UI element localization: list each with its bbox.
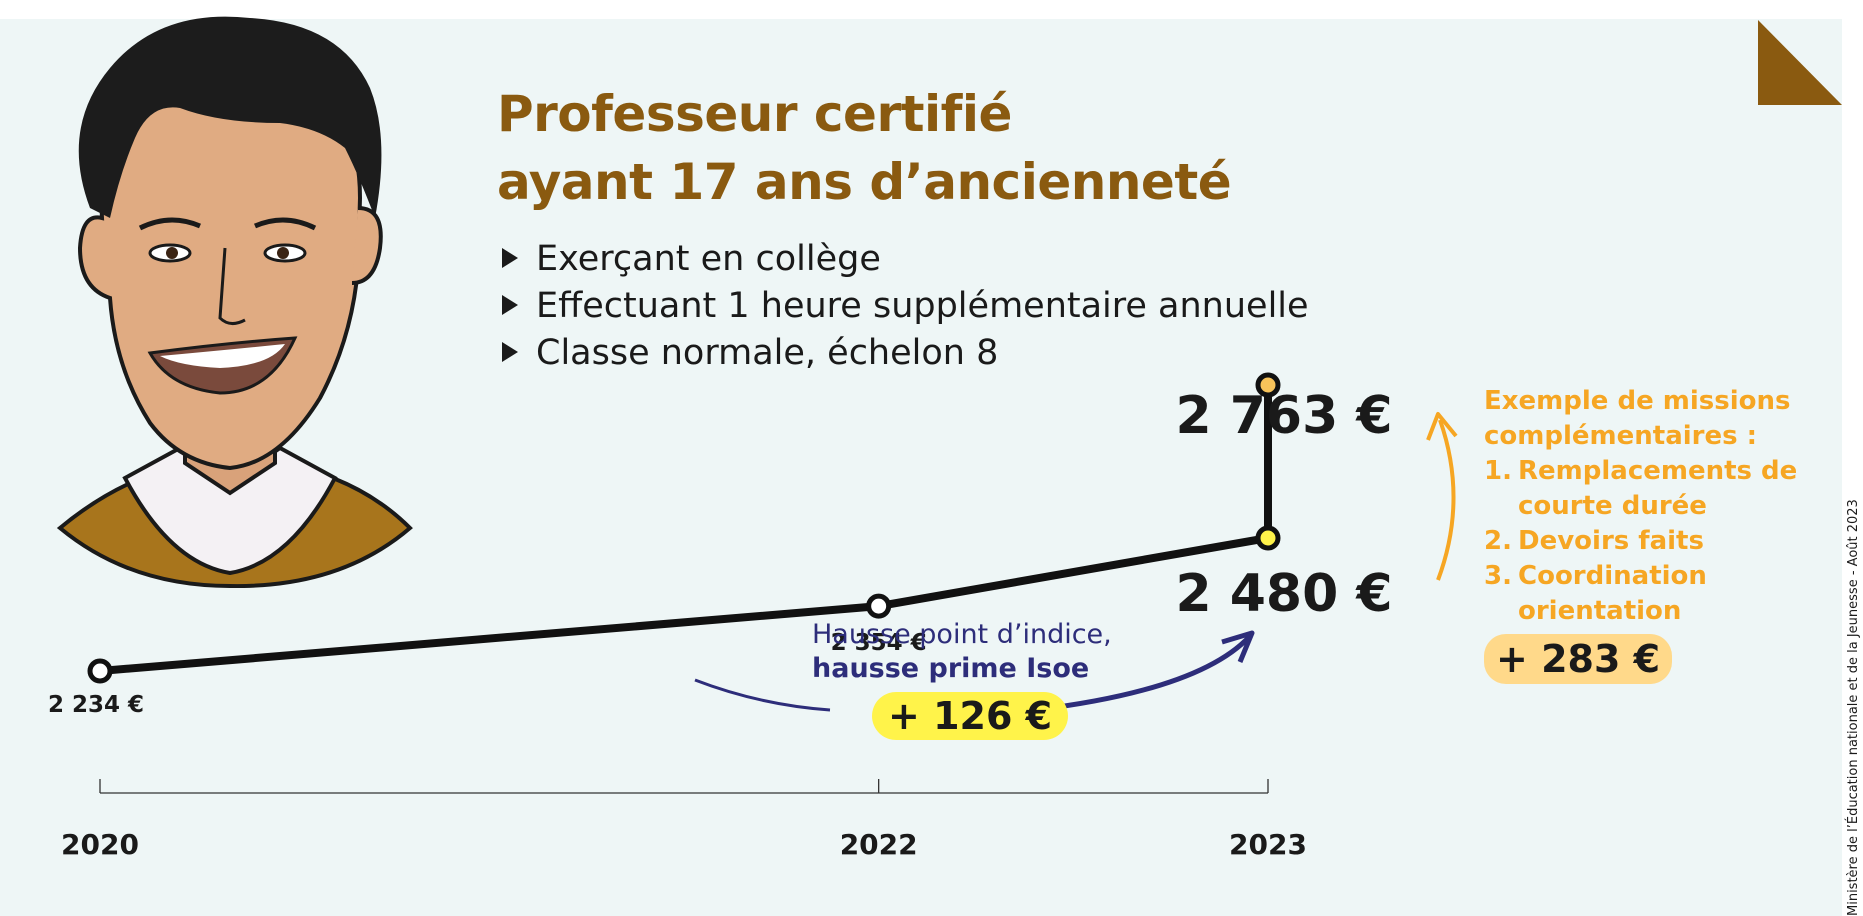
missions-item-number: 1. <box>1484 456 1512 486</box>
triangle-bullet-icon <box>502 248 518 268</box>
page-title: Professeur certifié ayant 17 ans d’ancie… <box>497 80 1232 216</box>
criteria-item-text: Classe normale, échelon 8 <box>536 333 999 373</box>
missions-arrow-head-icon <box>1426 412 1458 441</box>
missions-increase-badge: + 283 € <box>1484 634 1673 684</box>
missions-item-number: 2. <box>1484 526 1512 556</box>
data-label: 2 763 € <box>1175 386 1392 446</box>
missions-arrow <box>1436 419 1456 581</box>
title-line-1: Professeur certifié <box>497 85 1012 143</box>
data-label: 2 234 € <box>48 692 144 718</box>
triangle-bullet-icon <box>502 295 518 315</box>
hausse-arrow-head-icon <box>1221 630 1255 663</box>
data-label: 2 480 € <box>1175 564 1392 624</box>
title-line-2: ayant 17 ans d’ancienneté <box>497 153 1232 211</box>
data-point <box>866 593 892 619</box>
criteria-item-text: Exerçant en collège <box>536 239 881 279</box>
missions-list: 1. Remplacements de courte durée 2. Devoir… <box>1484 454 1814 629</box>
teacher-portrait-illustration <box>56 16 413 588</box>
missions-item-number: 3. <box>1484 561 1512 591</box>
credit-line: Ministère de l’Éducation nationale et de… <box>1846 499 1861 916</box>
hausse-line-2: hausse prime Isoe <box>812 653 1090 684</box>
hausse-arrow-tail <box>694 678 831 712</box>
x-tick-label: 2022 <box>840 828 918 861</box>
missions-panel: Exemple de missions complémentaires : 1.… <box>1484 384 1814 629</box>
missions-title: Exemple de missions complémentaires : <box>1484 386 1791 451</box>
missions-item-text: Devoirs faits <box>1518 526 1704 556</box>
data-label: 2 354 € <box>831 630 927 656</box>
hausse-arrow <box>1034 634 1252 713</box>
missions-item: 2. Devoirs faits <box>1484 524 1814 559</box>
x-tick-label: 2020 <box>61 828 139 861</box>
criteria-item: Exerçant en collège <box>502 236 1309 283</box>
corner-fold <box>1758 20 1842 105</box>
triangle-bullet-icon <box>502 342 518 362</box>
chart-layer: 2020 2022 2023 2 234 € 2 354 € 2 480 € 2 763 € <box>48 372 1458 861</box>
hausse-increase-badge: + 126 € <box>872 692 1069 740</box>
criteria-item: Effectuant 1 heure supplémentaire annuel… <box>502 283 1309 330</box>
x-tick-label: 2023 <box>1229 828 1307 861</box>
missions-item: 3. Coordination orientation <box>1484 559 1814 629</box>
data-point <box>1255 525 1281 551</box>
criteria-list: Exerçant en collège Effectuant 1 heure s… <box>502 236 1309 377</box>
hausse-annotation: Hausse point d’indice, hausse prime Isoe <box>812 618 1112 686</box>
criteria-item: Classe normale, échelon 8 <box>502 330 1309 377</box>
criteria-item-text: Effectuant 1 heure supplémentaire annuel… <box>536 286 1309 326</box>
missions-item-text: Coordination orientation <box>1518 561 1707 626</box>
data-point <box>87 658 113 684</box>
missions-item-text: Remplacements de courte durée <box>1518 456 1798 521</box>
data-point <box>1255 372 1281 398</box>
hausse-line-1: Hausse point d’indice, <box>812 619 1112 650</box>
missions-item: 1. Remplacements de courte durée <box>1484 454 1814 524</box>
